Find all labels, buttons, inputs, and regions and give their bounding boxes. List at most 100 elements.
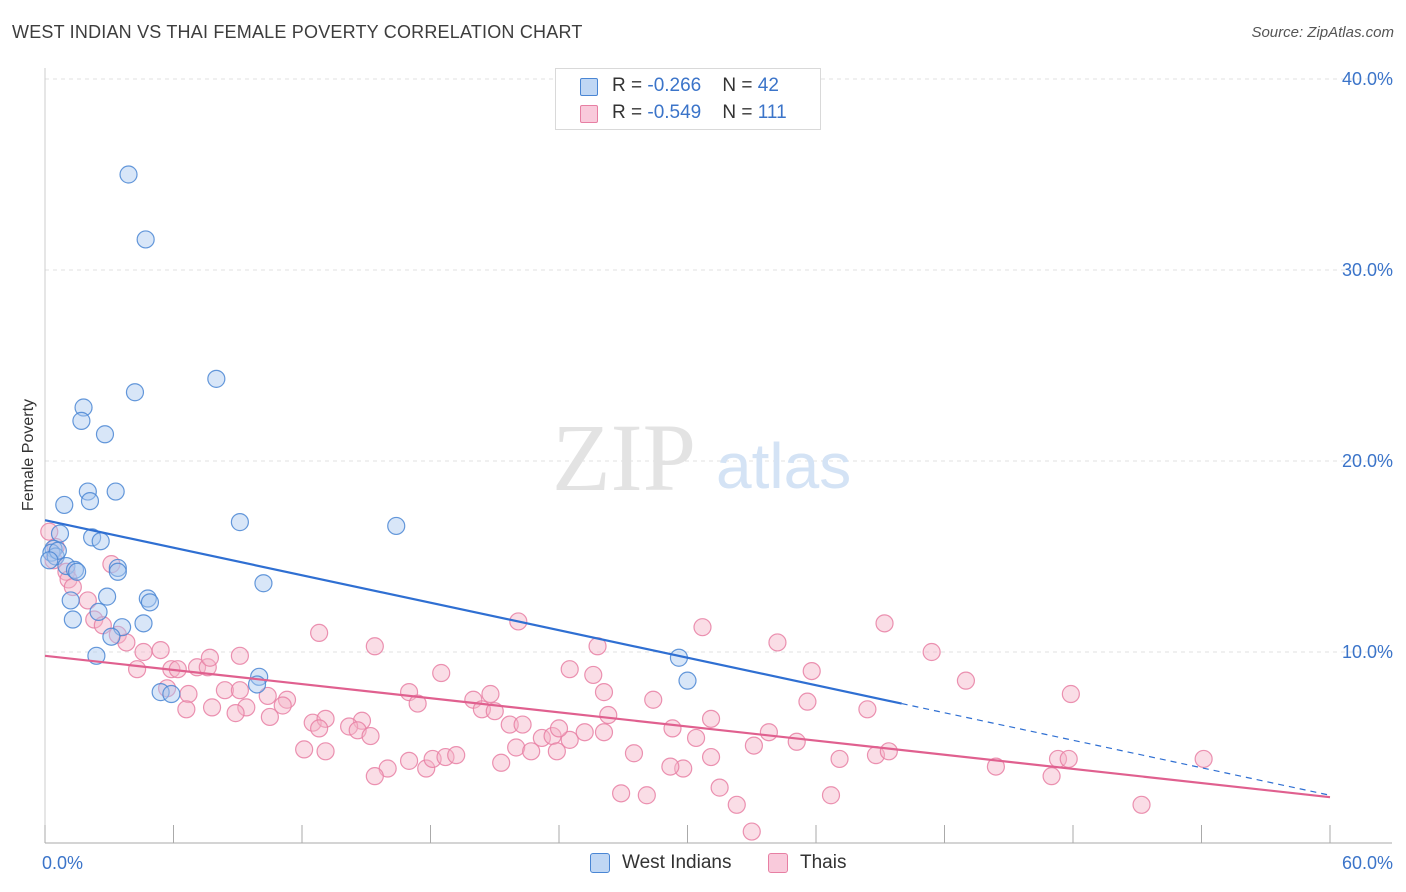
- data-point: [522, 742, 541, 761]
- legend-swatch-pink: [580, 105, 598, 123]
- data-point: [644, 690, 663, 709]
- data-point: [802, 661, 821, 681]
- r-value: -0.549: [647, 102, 702, 123]
- data-point: [226, 704, 245, 723]
- source-credit: Source: ZipAtlas.com: [1251, 24, 1394, 41]
- data-point: [179, 684, 198, 704]
- data-point: [485, 702, 504, 721]
- grid-lines: [45, 78, 1392, 653]
- data-point: [98, 587, 117, 606]
- data-point: [230, 681, 249, 700]
- data-point: [108, 558, 127, 578]
- data-point: [575, 723, 594, 742]
- r-value: -0.266: [647, 75, 702, 96]
- data-point: [207, 369, 226, 388]
- data-point: [560, 660, 579, 679]
- data-point: [136, 230, 155, 249]
- west-indians-points: [40, 165, 697, 704]
- y-tick-label: 30.0%: [1342, 260, 1393, 280]
- legend-swatch-blue: [580, 78, 598, 96]
- data-point: [102, 627, 121, 646]
- data-point: [200, 648, 220, 667]
- y-tick-label: 40.0%: [1342, 69, 1393, 89]
- data-point: [513, 715, 532, 734]
- data-point: [787, 732, 806, 751]
- data-point: [447, 746, 466, 765]
- data-point: [365, 637, 384, 656]
- data-point: [273, 696, 292, 715]
- data-point: [549, 719, 569, 738]
- trend-line-thais: [44, 654, 1331, 799]
- data-point: [310, 719, 329, 738]
- tick-labels: 10.0% 20.0% 30.0% 40.0% 0.0% 60.0%: [42, 69, 1393, 873]
- data-point: [742, 822, 761, 841]
- data-point: [507, 738, 526, 757]
- data-point: [798, 692, 817, 711]
- data-point: [500, 715, 519, 734]
- data-point: [50, 524, 70, 543]
- data-point: [432, 663, 451, 683]
- data-point: [134, 614, 153, 633]
- watermark: ZIP atlas: [552, 404, 851, 511]
- y-tick-label: 20.0%: [1342, 451, 1393, 471]
- data-point: [922, 642, 941, 662]
- legend-label: West Indians: [622, 852, 732, 873]
- data-point: [768, 633, 787, 652]
- data-point: [701, 709, 721, 728]
- data-point: [1132, 795, 1151, 814]
- data-point: [230, 646, 249, 665]
- data-point: [63, 610, 82, 629]
- data-point: [127, 660, 147, 679]
- data-point: [1061, 684, 1080, 704]
- data-point: [1042, 767, 1061, 786]
- data-point: [125, 383, 145, 402]
- data-point: [258, 686, 277, 706]
- trend-line-west-indians: [44, 519, 902, 705]
- data-point: [55, 495, 74, 515]
- data-point: [584, 665, 603, 685]
- legend-swatch-blue: [590, 853, 610, 873]
- data-point: [661, 757, 680, 776]
- data-point: [72, 411, 91, 430]
- data-point: [1194, 749, 1213, 769]
- data-point: [956, 671, 976, 690]
- data-point: [693, 618, 712, 637]
- data-point: [119, 165, 138, 184]
- data-point: [202, 698, 222, 717]
- data-point: [316, 742, 335, 761]
- data-point: [858, 700, 877, 719]
- y-tick-label: 10.0%: [1342, 642, 1393, 662]
- n-label: N =: [722, 75, 758, 96]
- r-label: R =: [612, 102, 648, 123]
- data-point: [986, 757, 1006, 776]
- y-axis-label: Female Poverty: [20, 399, 37, 511]
- correlation-legend: R = -0.266 N = 42 R = -0.549 N = 111: [555, 68, 821, 130]
- data-point: [875, 614, 894, 633]
- data-point: [547, 742, 566, 761]
- data-point: [74, 398, 93, 417]
- data-point: [492, 753, 511, 772]
- data-point: [408, 694, 427, 713]
- data-point: [637, 786, 656, 805]
- trend-lines: [44, 519, 1331, 799]
- data-point: [80, 492, 100, 511]
- data-point: [727, 795, 746, 814]
- data-point: [61, 591, 80, 610]
- data-point: [663, 719, 682, 738]
- data-point: [134, 642, 153, 662]
- data-point: [177, 700, 196, 719]
- data-point: [230, 513, 249, 532]
- data-point: [710, 778, 729, 797]
- data-point: [89, 602, 108, 621]
- data-point: [701, 747, 721, 767]
- data-point: [295, 740, 314, 759]
- data-point: [387, 516, 406, 536]
- data-point: [821, 786, 841, 805]
- axes: [44, 68, 1392, 844]
- data-point: [399, 751, 419, 770]
- data-point: [678, 671, 697, 690]
- n-label: N =: [722, 102, 758, 123]
- data-point: [830, 749, 849, 769]
- watermark-zip: ZIP: [552, 404, 696, 511]
